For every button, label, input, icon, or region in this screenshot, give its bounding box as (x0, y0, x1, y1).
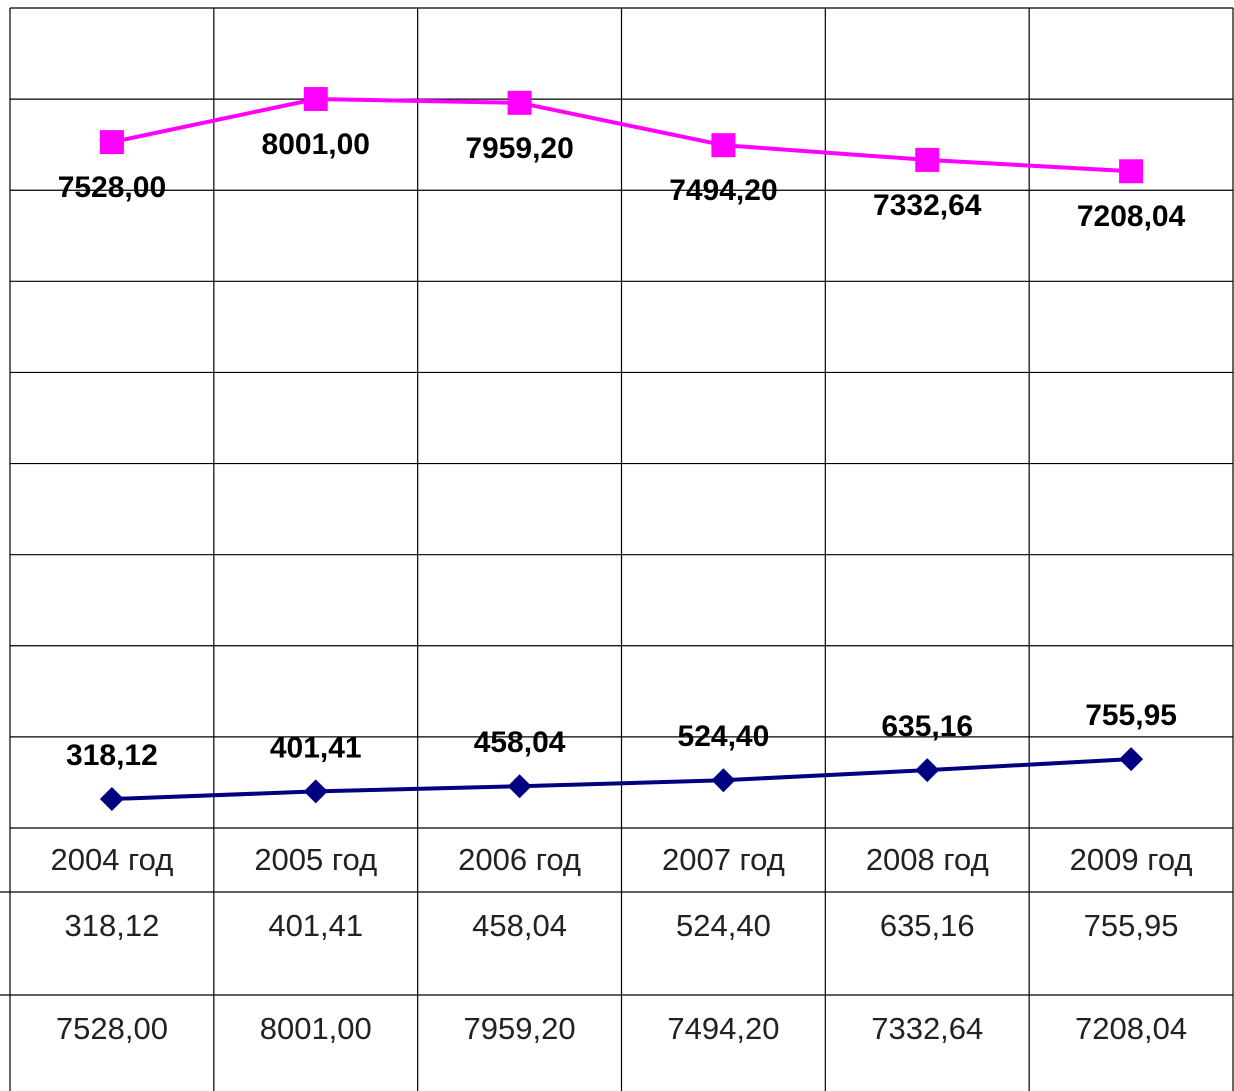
table-value: 7332,64 (871, 1011, 983, 1046)
data-label: 635,16 (881, 710, 973, 743)
marker (915, 758, 940, 783)
marker (507, 774, 532, 799)
x-tick-label: 2007 год (662, 842, 785, 877)
marker (1119, 747, 1144, 772)
x-tick-label: 2009 год (1070, 842, 1193, 877)
data-label: 7528,00 (58, 171, 166, 204)
series-line (111, 757, 1132, 802)
marker (303, 779, 328, 804)
table-value: 458,04 (472, 908, 567, 943)
table-value: 401,41 (268, 908, 363, 943)
table-value: 755,95 (1084, 908, 1179, 943)
x-tick-label: 2005 год (254, 842, 377, 877)
data-label: 755,95 (1085, 699, 1177, 732)
table-value: 524,40 (676, 908, 771, 943)
data-label: 524,40 (678, 720, 770, 753)
marker (915, 147, 940, 172)
table-value: 7528,00 (56, 1011, 168, 1046)
x-tick-label: 2006 год (458, 842, 581, 877)
marker (99, 130, 124, 155)
marker (303, 87, 328, 112)
data-label: 7494,20 (669, 174, 777, 207)
marker (99, 787, 124, 812)
data-label: 7332,64 (873, 189, 982, 222)
table-value: 7208,04 (1075, 1011, 1187, 1046)
x-tick-label: 2004 год (50, 842, 173, 877)
data-label: 8001,00 (262, 128, 370, 161)
table-value: 7959,20 (464, 1011, 576, 1046)
x-tick-label: 2008 год (866, 842, 989, 877)
table-value: 8001,00 (260, 1011, 372, 1046)
table-value: 7494,20 (667, 1011, 779, 1046)
marker (711, 133, 736, 158)
data-label: 7959,20 (465, 132, 573, 165)
data-label: 401,41 (270, 731, 362, 764)
data-label: 458,04 (474, 726, 566, 759)
marker (1119, 159, 1144, 184)
marker (507, 90, 532, 115)
data-label: 7208,04 (1077, 200, 1186, 233)
data-label: 318,12 (66, 739, 158, 772)
marker (711, 768, 736, 793)
table-value: 318,12 (65, 908, 160, 943)
series-line (111, 97, 1132, 174)
table-value: 635,16 (880, 908, 975, 943)
